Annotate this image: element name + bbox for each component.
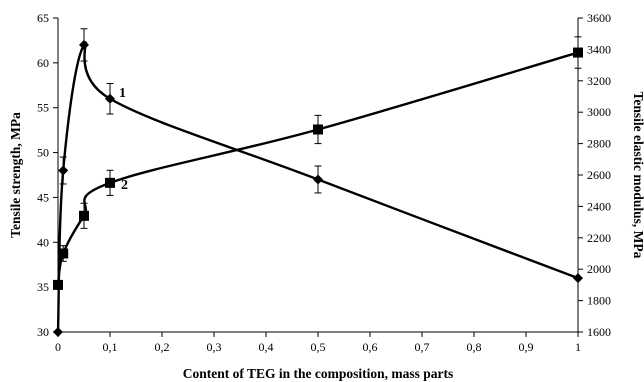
y-left-tick-label: 45: [37, 190, 49, 204]
data-point-square: [573, 47, 583, 58]
y-axis-left-label: Tensile strength, MPa: [8, 112, 23, 238]
x-tick-label: 0,3: [207, 340, 222, 354]
data-point-diamond: [58, 165, 69, 176]
y-left-tick-label: 55: [37, 101, 49, 115]
data-point-diamond: [313, 174, 323, 185]
y-left-tick-label: 30: [37, 325, 49, 339]
y-right-tick-label: 1600: [587, 325, 611, 339]
y-right-tick-label: 3600: [587, 11, 611, 25]
data-point-square: [53, 279, 63, 290]
y-right-tick-label: 3400: [587, 42, 611, 56]
y-right-tick-label: 2600: [587, 168, 611, 182]
y-left-tick-label: 60: [37, 56, 49, 70]
data-point-square: [105, 177, 115, 188]
y-right-tick-label: 2200: [587, 231, 611, 245]
data-point-diamond: [105, 93, 115, 104]
data-point-diamond: [53, 327, 63, 337]
x-tick-label: 0,2: [155, 340, 170, 354]
series-layer: [53, 28, 583, 337]
y-left-tick-label: 65: [37, 11, 49, 25]
y-axis-right-label: Tensile elastic modulus, MPa: [631, 92, 644, 259]
x-tick-label: 1: [575, 340, 581, 354]
x-tick-label: 0,5: [311, 340, 326, 354]
y-left-tick-label: 50: [37, 146, 49, 160]
series-1-label: 1: [119, 86, 126, 101]
series-2: [53, 36, 583, 290]
data-point-square: [58, 248, 69, 259]
data-point-diamond: [79, 39, 89, 50]
y-right-tick-label: 3000: [587, 105, 611, 119]
series-1: [53, 28, 583, 337]
data-point-square: [79, 210, 89, 221]
x-tick-label: 0,4: [259, 340, 274, 354]
x-tick-label: 0,1: [103, 340, 118, 354]
series-2-label: 2: [121, 178, 128, 193]
data-point-square: [313, 124, 323, 135]
x-tick-label: 0,7: [415, 340, 430, 354]
y-right-tick-label: 2400: [587, 199, 611, 213]
y-right-tick-label: 2000: [587, 262, 611, 276]
y-right-tick-label: 2800: [587, 137, 611, 151]
x-tick-label: 0,9: [519, 340, 534, 354]
x-tick-label: 0,6: [363, 340, 378, 354]
x-tick-label: 0,8: [467, 340, 482, 354]
data-point-diamond: [573, 273, 583, 284]
y-right-tick-label: 3200: [587, 74, 611, 88]
y-left-tick-label: 40: [37, 235, 49, 249]
y-axis-right: 1600 1800 2000 2200 2400 2600 2800 3000 3200 3400…: [577, 11, 611, 339]
x-tick-label: 0: [55, 340, 61, 354]
y-right-tick-label: 1800: [587, 294, 611, 308]
series-1-line: [56, 41, 579, 333]
y-left-tick-label: 35: [37, 280, 49, 294]
x-axis-label: Content of TEG in the composition, mass …: [183, 366, 454, 381]
x-axis: 0 0,1 0,2 0,3 0,4 0,5 0,6 0,7 0,8 0,9 1: [55, 331, 581, 354]
